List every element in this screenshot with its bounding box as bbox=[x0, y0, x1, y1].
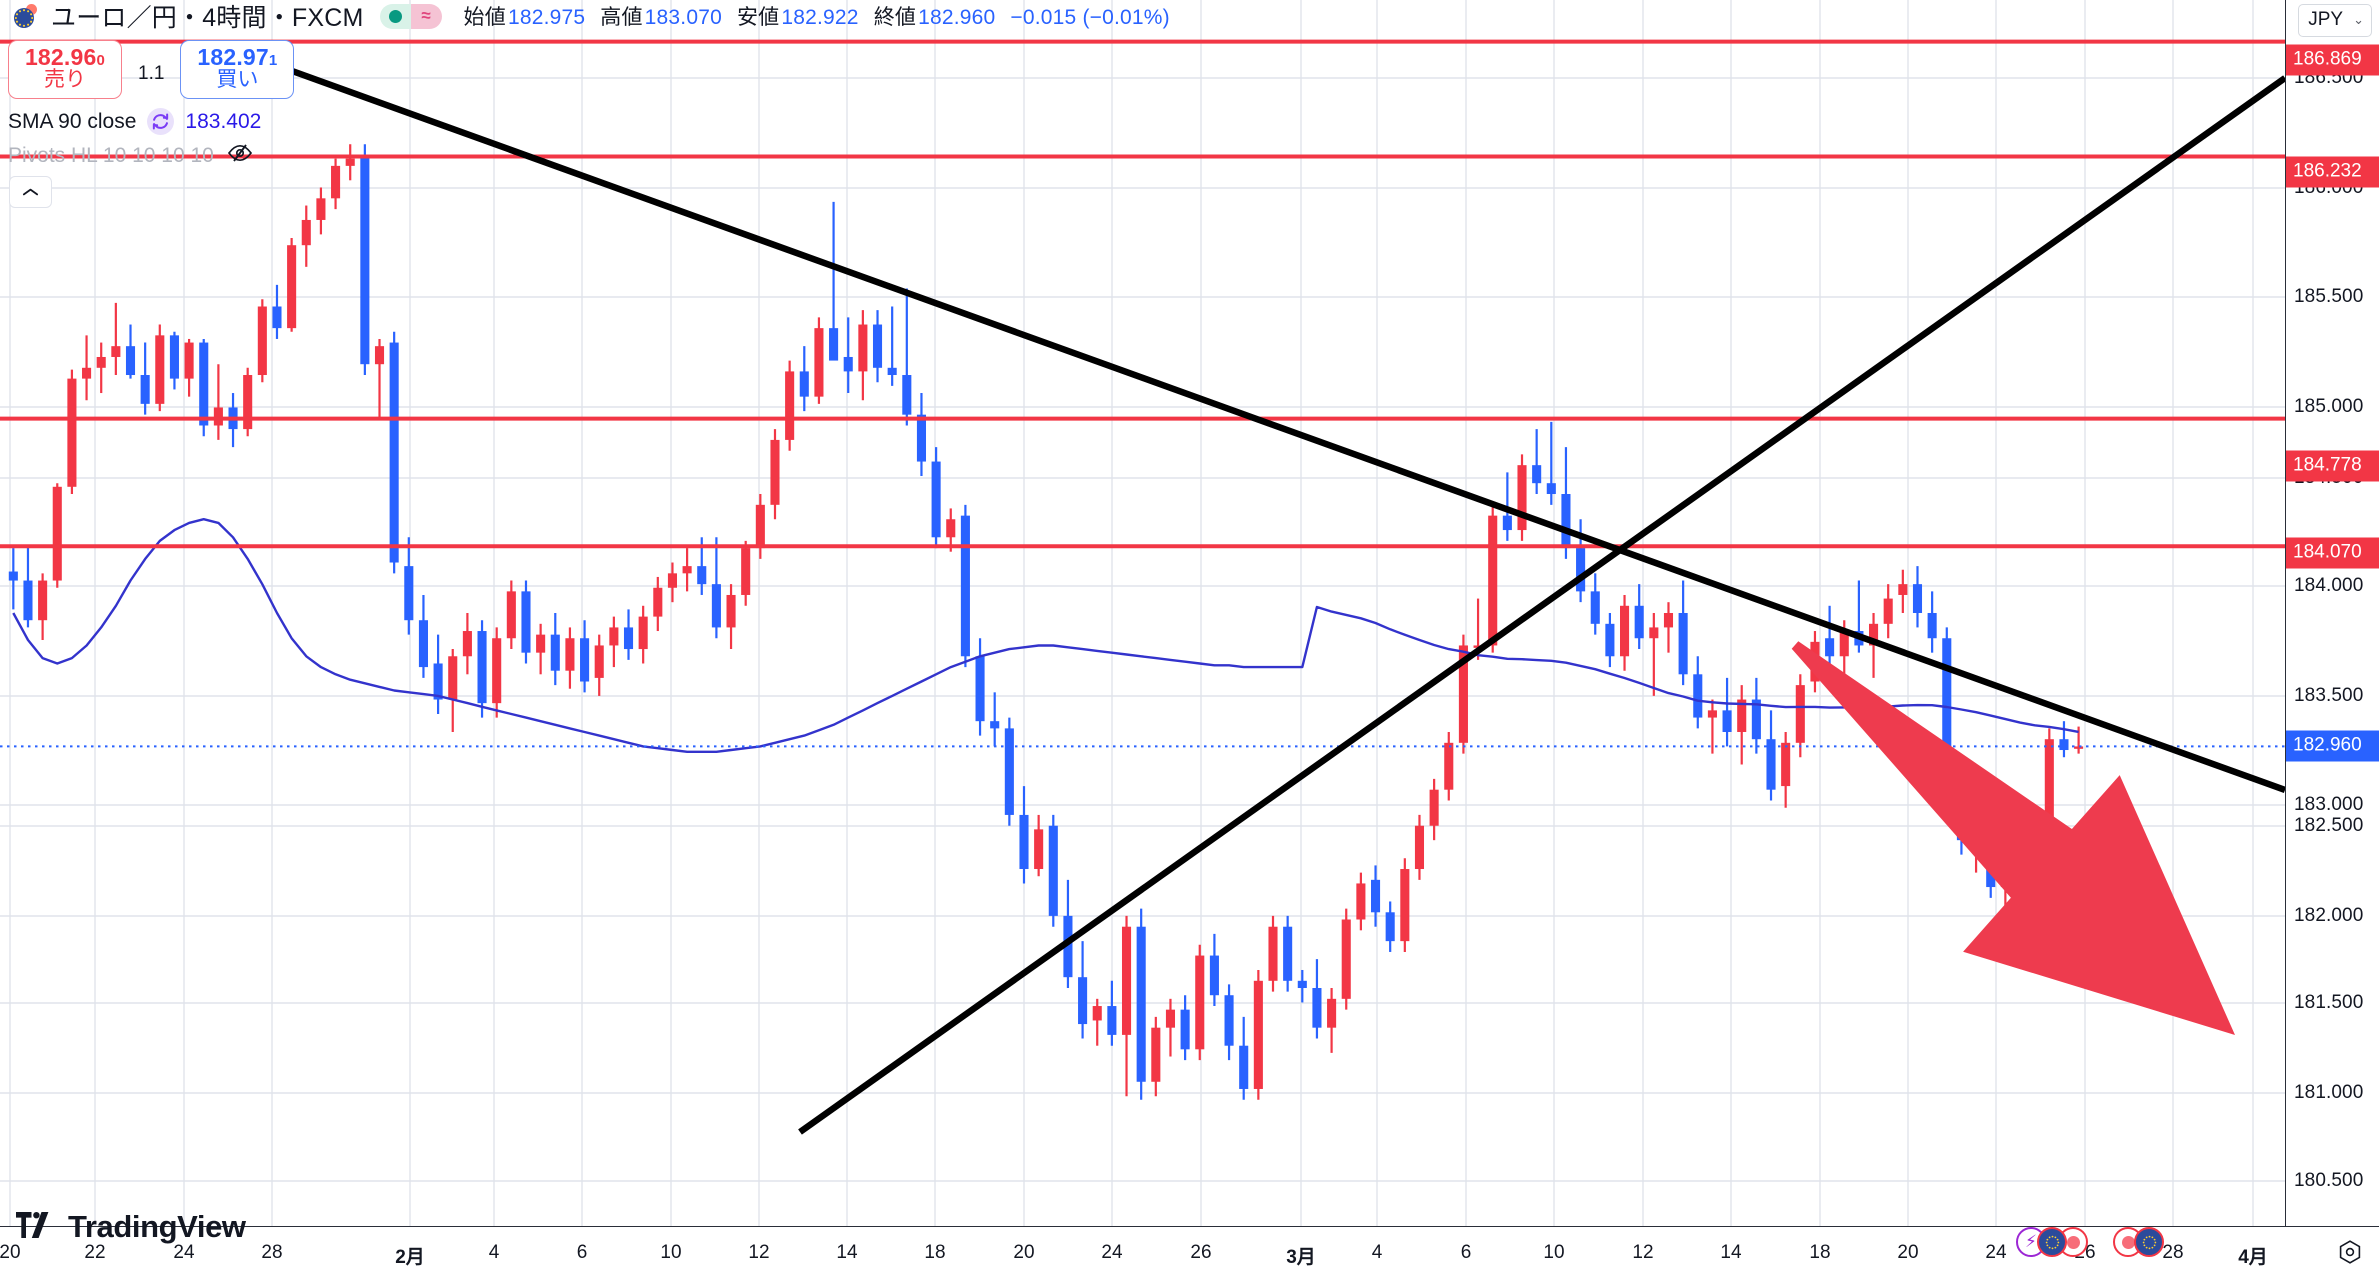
level-price-badge[interactable]: 186.232 bbox=[2286, 156, 2379, 188]
time-tick: 12 bbox=[748, 1242, 770, 1263]
open-label: 始値 bbox=[463, 6, 506, 29]
eu-flag-icon[interactable] bbox=[2037, 1227, 2067, 1257]
time-tick: 18 bbox=[1809, 1242, 1831, 1263]
trade-buttons: 182.960 売り 1.1 182.971 買い bbox=[8, 40, 295, 99]
sync-icon[interactable] bbox=[147, 108, 175, 135]
sell-price: 182.96 bbox=[24, 44, 97, 70]
price-tick: 182.500 bbox=[2294, 815, 2364, 836]
crosshair-target-icon[interactable] bbox=[2337, 1239, 2363, 1265]
price-tick: 184.000 bbox=[2294, 575, 2364, 596]
sell-price-fraction: 0 bbox=[96, 52, 106, 69]
level-price-badge[interactable]: 184.778 bbox=[2286, 450, 2379, 482]
buy-price: 182.97 bbox=[197, 44, 269, 70]
high-label: 高値 bbox=[600, 6, 643, 29]
event-group[interactable] bbox=[2113, 1227, 2164, 1257]
time-tick: 6 bbox=[576, 1242, 588, 1263]
time-tick: 18 bbox=[924, 1242, 946, 1263]
time-tick: 14 bbox=[1720, 1242, 1742, 1263]
spread-value: 1.1 bbox=[138, 63, 165, 85]
indicator-row-pivots[interactable]: Pivots HL 10 10 10 10 bbox=[8, 143, 253, 169]
bearish-arrow bbox=[1791, 641, 2235, 1035]
time-tick: 12 bbox=[1632, 1242, 1654, 1263]
market-open-dot bbox=[379, 3, 411, 29]
time-tick: 3月 bbox=[1286, 1247, 1316, 1268]
close-label: 終値 bbox=[873, 6, 917, 29]
chart-plot-area[interactable] bbox=[0, 0, 2285, 1226]
ohlc-values: 始値182.975 高値183.070 安値182.922 終値182.960 −0.0… bbox=[464, 1, 1172, 31]
time-tick: 20 bbox=[1013, 1242, 1035, 1263]
time-tick: 26 bbox=[1190, 1242, 1212, 1263]
wave-icon: ≈ bbox=[410, 3, 442, 29]
candlestick-series bbox=[8, 144, 2084, 1100]
low-value: 182.922 bbox=[781, 6, 859, 29]
chevron-down-icon: ⌄ bbox=[2353, 12, 2364, 27]
open-value: 182.975 bbox=[507, 6, 586, 29]
price-tick: 185.000 bbox=[2294, 396, 2364, 417]
time-tick: 22 bbox=[84, 1242, 106, 1263]
time-tick: 6 bbox=[1460, 1242, 1472, 1263]
buy-button[interactable]: 182.971 買い bbox=[180, 40, 295, 99]
time-tick: 14 bbox=[836, 1242, 858, 1263]
sma-90-line bbox=[12, 518, 2079, 753]
time-axis[interactable]: 20 22 24 28 2月 4 6 10 12 14 18 20 24 26 3月 4 6 10 12 14 18 20… bbox=[0, 1226, 2379, 1273]
time-tick: 4 bbox=[1371, 1242, 1383, 1263]
time-tick: 20 bbox=[1897, 1242, 1919, 1263]
tradingview-watermark: TradingView bbox=[16, 1209, 246, 1245]
buy-price-fraction: 1 bbox=[268, 52, 278, 69]
indicator-name-pivots: Pivots HL 10 10 10 10 bbox=[8, 144, 214, 167]
price-tick: 182.000 bbox=[2294, 905, 2364, 926]
eu-flag-icon[interactable] bbox=[2134, 1227, 2164, 1257]
sell-label: 売り bbox=[44, 68, 86, 92]
symbol-title[interactable]: ユーロ／円・4時間・FXCM bbox=[51, 4, 364, 32]
level-price-badge[interactable]: 186.869 bbox=[2286, 44, 2379, 76]
price-tick: 183.500 bbox=[2294, 685, 2364, 706]
close-value: 182.960 bbox=[918, 6, 996, 29]
grid-layer bbox=[0, 0, 2285, 1226]
time-tick: 24 bbox=[1985, 1242, 2007, 1263]
eurjpy-symbol-icon bbox=[14, 3, 40, 29]
market-status-pill[interactable]: ≈ bbox=[379, 3, 442, 29]
chevron-up-icon bbox=[22, 188, 39, 196]
sell-button[interactable]: 182.960 売り bbox=[8, 40, 122, 99]
high-value: 183.070 bbox=[644, 6, 722, 29]
time-tick: 2月 bbox=[395, 1247, 425, 1268]
tradingview-brand-text: TradingView bbox=[68, 1209, 246, 1244]
price-tick: 181.500 bbox=[2294, 992, 2364, 1013]
time-tick: 4月 bbox=[2238, 1247, 2268, 1268]
buy-label: 買い bbox=[216, 68, 259, 92]
hidden-eye-icon[interactable] bbox=[227, 143, 253, 169]
indicator-row-sma[interactable]: SMA 90 close 183.402 bbox=[8, 108, 261, 135]
current-price-badge[interactable]: 182.960 bbox=[2286, 730, 2379, 762]
time-tick: 20 bbox=[0, 1242, 21, 1263]
chart-legend: ユーロ／円・4時間・FXCM ≈ 始値182.975 高値183.070 安値182… bbox=[14, 1, 1172, 32]
indicator-name-sma: SMA 90 close bbox=[8, 109, 137, 133]
change-value: −0.015 (−0.01%) bbox=[1010, 6, 1170, 29]
price-tick: 183.000 bbox=[2294, 794, 2364, 815]
price-tick: 180.500 bbox=[2294, 1170, 2364, 1191]
time-tick: 28 bbox=[261, 1242, 283, 1263]
event-group[interactable]: ⚡ bbox=[2016, 1227, 2088, 1257]
price-tick: 185.500 bbox=[2294, 286, 2364, 307]
drawings-layer[interactable] bbox=[0, 0, 2285, 1226]
economic-events: ⚡ bbox=[2016, 1227, 2164, 1257]
collapse-legend-button[interactable] bbox=[9, 176, 52, 208]
time-tick: 10 bbox=[1543, 1242, 1565, 1263]
tradingview-logo-icon bbox=[16, 1211, 55, 1243]
time-tick: 24 bbox=[173, 1242, 195, 1263]
price-axis[interactable]: JPY ⌄ 186.500186.000185.500185.000184.50… bbox=[2285, 0, 2379, 1226]
indicator-value-sma: 183.402 bbox=[185, 109, 262, 133]
time-tick: 28 bbox=[2162, 1242, 2184, 1263]
level-price-badge[interactable]: 184.070 bbox=[2286, 537, 2379, 569]
currency-selector[interactable]: JPY ⌄ bbox=[2298, 4, 2372, 37]
time-tick: 24 bbox=[1101, 1242, 1123, 1263]
time-tick: 4 bbox=[488, 1242, 500, 1263]
low-label: 安値 bbox=[736, 6, 780, 29]
price-tick: 181.000 bbox=[2294, 1082, 2364, 1103]
time-tick: 10 bbox=[660, 1242, 682, 1263]
currency-label: JPY bbox=[2308, 9, 2344, 30]
